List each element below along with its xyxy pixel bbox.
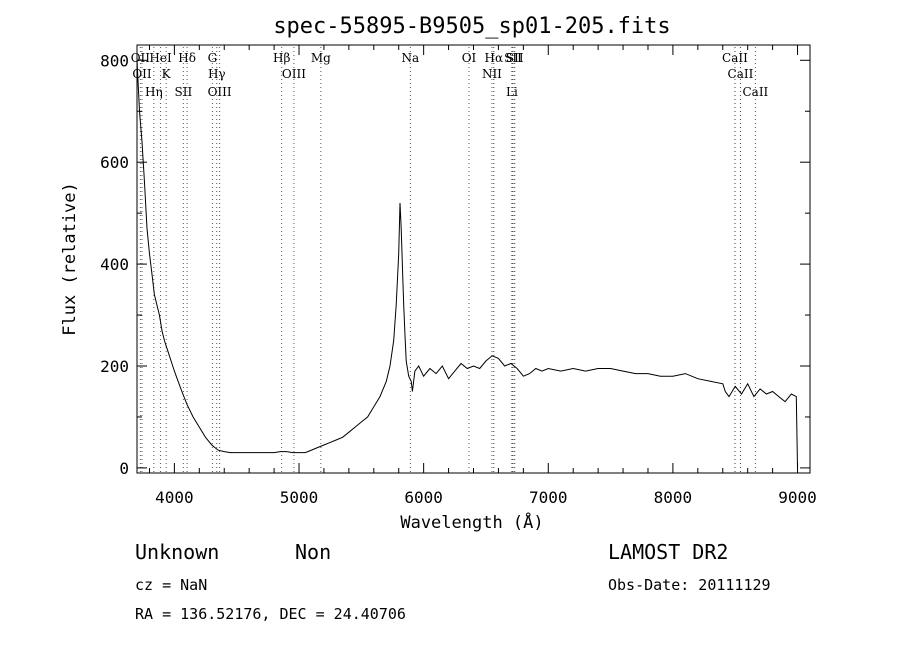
- object-subclass: Non: [295, 540, 331, 564]
- line-label-sii: SII: [504, 51, 522, 65]
- line-label-hη: Hη: [145, 85, 163, 99]
- line-label-caii: CaII: [742, 85, 768, 99]
- survey-name: LAMOST DR2: [608, 540, 728, 564]
- x-tick-label: 8000: [654, 488, 693, 507]
- obs-date: Obs-Date: 20111129: [608, 576, 771, 594]
- y-tick-label: 400: [100, 255, 129, 274]
- line-label-oii: OII: [132, 67, 152, 81]
- x-tick-label: 9000: [778, 488, 817, 507]
- object-class: Unknown: [135, 540, 219, 564]
- line-label-caii: CaII: [728, 67, 754, 81]
- x-axis-label: Wavelength (Å): [400, 511, 543, 533]
- line-label-oiii: OIII: [208, 85, 232, 99]
- x-tick-label: 6000: [404, 488, 443, 507]
- line-label-oi: OI: [462, 51, 477, 65]
- line-label-oiii: OIII: [282, 67, 306, 81]
- plot-frame: [136, 44, 811, 474]
- chart-title: spec-55895-B9505_sp01-205.fits: [273, 14, 670, 39]
- line-label-li: Li: [506, 85, 518, 99]
- y-tick-label: 200: [100, 357, 129, 376]
- y-tick-label: 0: [119, 459, 129, 478]
- line-label-hei: HeI: [149, 51, 172, 65]
- line-label-k: K: [162, 67, 172, 81]
- line-label-sii: SII: [506, 51, 524, 65]
- coordinates: RA = 136.52176, DEC = 24.40706: [135, 605, 406, 623]
- line-label-sii: SII: [175, 85, 193, 99]
- emission-lines: [139, 47, 756, 473]
- line-label-hβ: Hβ: [273, 51, 290, 65]
- line-label-hγ: Hγ: [208, 67, 226, 81]
- line-label-hα: Hα: [485, 51, 504, 65]
- y-axis: 0 200 400 600 800: [100, 51, 810, 478]
- line-label-oii: OII: [131, 51, 151, 65]
- line-label-nii: NII: [482, 67, 502, 81]
- line-label-mg: Mg: [311, 51, 331, 65]
- y-axis-label: Flux (relative): [60, 182, 80, 336]
- x-axis: 4000 5000 6000 7000 8000 9000: [148, 45, 817, 507]
- x-tick-label: 4000: [155, 488, 194, 507]
- line-label-caii: CaII: [722, 51, 748, 65]
- line-label-hδ: Hδ: [178, 51, 196, 65]
- y-tick-label: 600: [100, 153, 129, 172]
- line-label-na: Na: [401, 51, 419, 65]
- line-label-g: G: [208, 51, 218, 65]
- x-tick-label: 5000: [280, 488, 319, 507]
- spectrum-line: [136, 60, 798, 468]
- redshift-cz: cz = NaN: [135, 576, 207, 594]
- y-tick-label: 800: [100, 51, 129, 70]
- x-tick-label: 7000: [529, 488, 568, 507]
